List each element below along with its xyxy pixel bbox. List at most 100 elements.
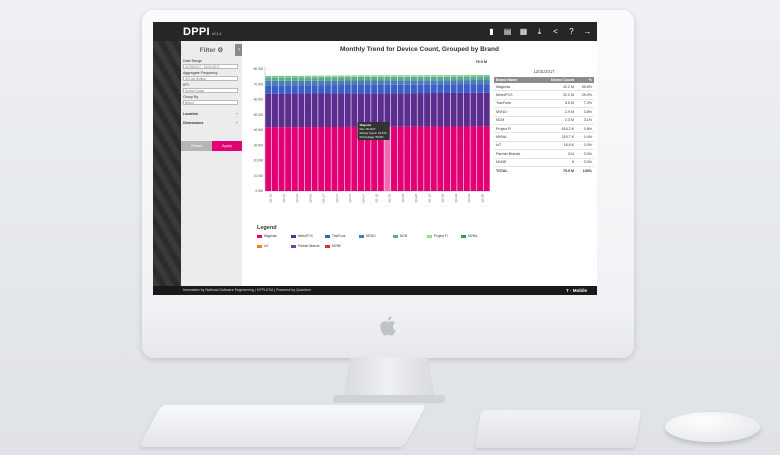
bar-segment [483,126,490,191]
bar-segment [331,93,338,127]
download-icon[interactable]: ⤓ [537,27,542,36]
table-date: 12/31/2017 [533,69,555,74]
bar-segment [357,126,364,191]
y-tick-label: 20.0M [254,159,264,163]
table-row: MVNO 2.9 M 3.8% [494,108,594,117]
kpi-select[interactable]: Device Count [183,88,238,93]
bar-chart-icon[interactable]: ▮ [489,27,494,36]
bar-segment [391,76,398,81]
bar-segment [324,93,331,128]
groupby-select[interactable]: Brand [183,100,238,105]
collapse-filter-button[interactable]: ‹ [235,44,243,56]
imac-stand-base [333,395,445,403]
help-icon[interactable]: ? [569,27,574,36]
bar-segment [443,76,450,81]
y-tick-label: 30.0M [254,143,264,147]
bar-segment [450,76,457,81]
bar-segment [351,126,358,191]
tooltip-line: Device Count: 41.8 M [360,131,388,135]
bar-segment [424,84,431,94]
bar-segment [463,84,470,93]
bar-segment [470,92,477,127]
legend-swatch [257,244,262,248]
bar-segment [437,80,444,85]
legend-swatch [257,234,262,238]
bar-segment [437,84,444,94]
bar-segment [324,127,331,191]
table-row: Magenta 42.2 M 55.6% [494,83,594,92]
legend-item[interactable]: MVNA [461,234,477,238]
bar-segment [384,126,391,191]
bar-segment [443,84,450,93]
bar-segment [311,76,318,78]
chart-compare-icon[interactable]: ▤ [503,27,512,36]
bar-segment [424,93,431,127]
bar-segment [457,84,464,93]
keyboard [138,405,427,447]
brand-table: 12/31/2017 Brand Name Device Count % Mag… [494,69,594,174]
bar-segment [285,85,292,94]
bar-segment [311,85,318,94]
aggregate-label: Aggregate Frequency [183,71,218,75]
bar-segment [384,76,391,81]
x-tick-label: Q3-19 [454,194,458,203]
bar-segment [410,76,417,81]
legend-item[interactable]: IoT [257,244,269,248]
aggregate-select[interactable]: 30 Day Rolling [183,76,238,81]
location-row[interactable]: + Location [183,112,238,116]
imac-stand [343,357,435,397]
legend-title: Legend [257,225,277,231]
bar-segment [364,76,371,81]
bar-segment [463,92,470,127]
reset-button[interactable]: Reset [181,141,212,151]
bar-segment [298,80,305,86]
legend-item[interactable]: MetroPCS [291,234,313,238]
bar-segment [285,93,292,128]
legend-item[interactable]: MVNE [325,244,341,248]
x-tick-label: Q1-20 [480,194,484,203]
legend-item[interactable]: Partner Brands [291,244,319,248]
tooltip [357,122,390,140]
bar-segment [477,75,484,77]
table-icon[interactable]: ▦ [519,27,528,36]
bar-segment [311,77,318,81]
bar-segment [410,75,417,77]
table-row: IoT 18.8 K 0.0% [494,142,594,151]
x-tick-label: Q1-19 [427,194,431,203]
x-tick-label: Q2-18 [388,194,392,203]
bar-segment [410,80,417,85]
date-range-input[interactable]: 01/28/2017 - 12/31/2017 [183,64,238,69]
legend-swatch [291,234,296,238]
legend-swatch [325,234,330,238]
legend-item[interactable]: TracFone [325,234,346,238]
legend-item[interactable]: NCM [393,234,407,238]
x-tick-label: Q4-16 [308,194,312,203]
logout-icon[interactable]: → [583,27,592,36]
share-icon[interactable]: < [553,27,558,36]
x-tick-label: Q2-19 [441,194,445,203]
bar-segment [437,93,444,127]
legend-item[interactable]: Magenta [257,234,276,238]
bar-segment [430,76,437,81]
bar-segment [265,93,272,128]
x-tick-label: Q3-18 [401,194,405,203]
bar-segment [470,84,477,93]
bar-segment [331,76,338,78]
bar-segment [463,75,470,77]
bar-segment [397,126,404,191]
bar-segment [417,80,424,85]
y-tick-label: 40.0M [254,128,264,132]
dimensions-row[interactable]: + Dimensions [183,121,238,125]
bar-chart: 80.0M 70.0M 60.0M 50.0M 40.0M 30.0M 20.0M 10.0M… [254,60,490,203]
apply-button[interactable]: Apply [212,141,242,151]
bar-segment [457,126,464,191]
bar-segment [483,80,490,85]
bar-segment [371,93,378,127]
bar-segment [271,76,278,78]
legend-item[interactable]: MVNO [359,234,376,238]
y-tick-label: 10.0M [254,174,264,178]
bar-segment [450,84,457,93]
bar-segment [384,93,391,127]
bar-segment [265,127,272,191]
legend-item[interactable]: Project Fi [427,234,447,238]
